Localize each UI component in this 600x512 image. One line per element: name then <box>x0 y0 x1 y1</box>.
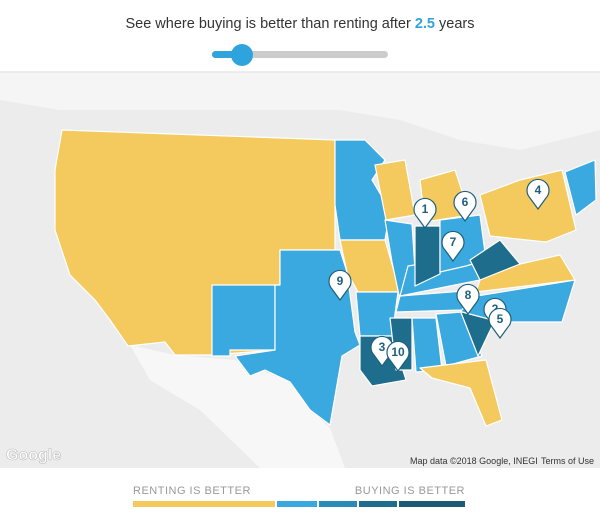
legend-swatch <box>277 501 317 507</box>
canada <box>0 72 600 150</box>
pin-marker <box>456 283 480 316</box>
pin-marker <box>328 269 352 302</box>
pin-marker <box>413 197 437 230</box>
state-region <box>479 169 577 243</box>
pin[interactable]: 4 <box>526 178 550 211</box>
pin-marker <box>386 340 410 373</box>
pin-marker <box>453 190 477 223</box>
state-region <box>395 289 477 313</box>
title: See where buying is better than renting … <box>125 16 474 32</box>
map-data: Map data ©2018 Google, INEGI <box>410 456 538 466</box>
pin-label: 10 <box>391 345 405 359</box>
state-region <box>211 284 276 357</box>
legend-swatch <box>359 501 397 507</box>
google-logo: Google <box>6 447 61 464</box>
pin-label: 1 <box>422 202 429 216</box>
state-region <box>411 317 443 373</box>
pin[interactable]: 9 <box>328 269 352 302</box>
states <box>54 129 597 427</box>
legend-bar <box>133 501 465 507</box>
state-region <box>234 249 361 426</box>
pin[interactable]: 6 <box>453 190 477 223</box>
legend-left: RENTING IS BETTER <box>133 485 251 497</box>
state-region <box>414 225 441 287</box>
pin-marker <box>526 178 550 211</box>
map[interactable]: 16479825310 Google Map data ©2018 Google… <box>0 71 600 468</box>
title-suffix: years <box>439 16 474 32</box>
pin-label: 7 <box>450 235 457 249</box>
pin-label: 3 <box>379 340 386 354</box>
pin-label: 9 <box>337 274 344 288</box>
pin-label: 6 <box>462 195 469 209</box>
pin-marker <box>488 307 512 340</box>
pin[interactable]: 8 <box>456 283 480 316</box>
pin-label: 8 <box>465 288 472 302</box>
title-prefix: See where buying is better than renting … <box>125 16 411 32</box>
slider-track <box>212 51 388 58</box>
slider[interactable] <box>212 44 388 66</box>
slider-knob[interactable] <box>231 44 253 66</box>
pin-label: 4 <box>535 183 542 197</box>
pin[interactable]: 7 <box>441 230 465 263</box>
legend-swatch <box>133 501 275 507</box>
legend-swatch <box>399 501 465 507</box>
state-region <box>564 159 597 216</box>
pin[interactable]: 1 <box>413 197 437 230</box>
pin[interactable]: 10 <box>386 340 410 373</box>
legend-right: BUYING IS BETTER <box>355 485 465 497</box>
mexico <box>130 345 345 468</box>
pin[interactable]: 5 <box>488 307 512 340</box>
pin-label: 5 <box>497 312 504 326</box>
terms-link[interactable]: Terms of Use <box>541 456 594 466</box>
legend-swatch <box>319 501 357 507</box>
pins: 16479825310 <box>328 178 550 373</box>
state-region <box>435 311 483 367</box>
pin-marker <box>441 230 465 263</box>
years-value: 2.5 <box>415 16 435 32</box>
state-region <box>419 359 503 427</box>
